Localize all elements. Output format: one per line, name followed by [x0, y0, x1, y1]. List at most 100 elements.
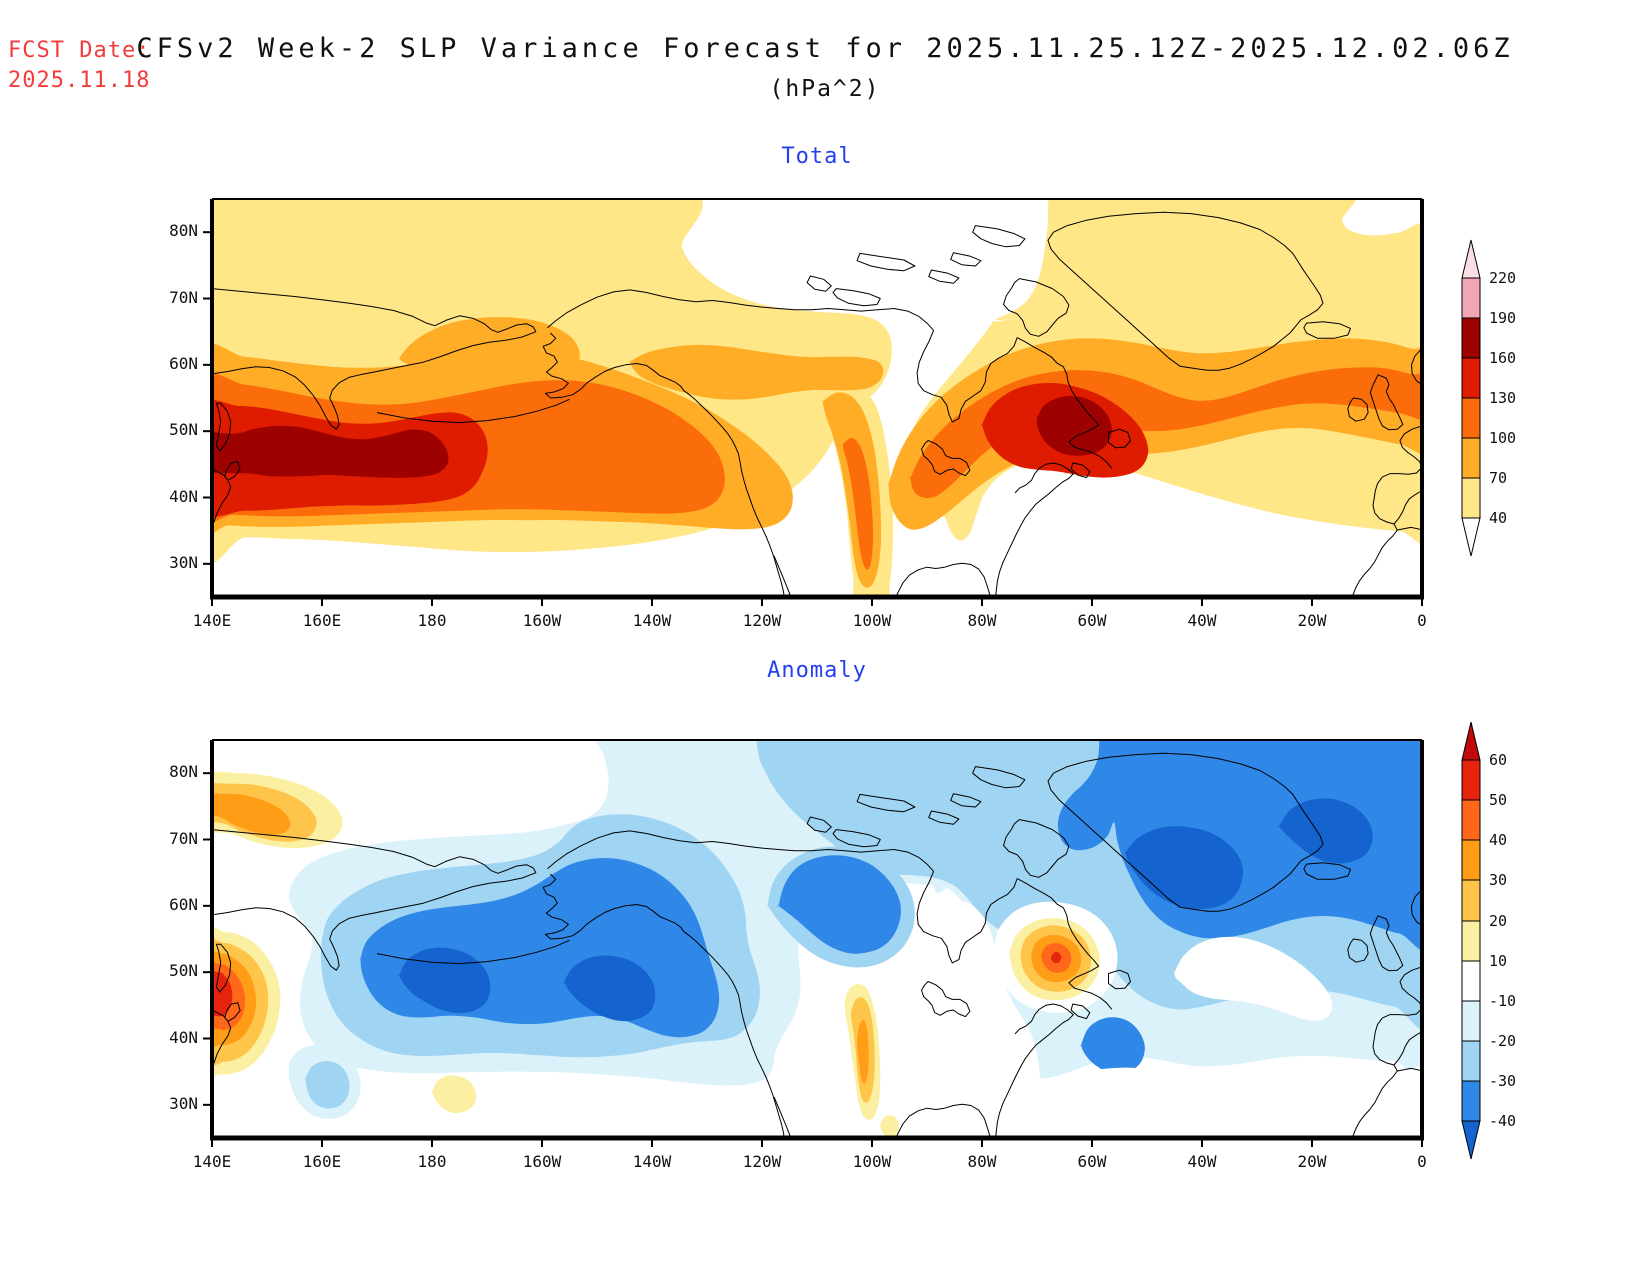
x-tick-label: 40W: [1187, 611, 1217, 630]
contour-region-level-50: [1051, 952, 1062, 964]
page-title: CFSv2 Week-2 SLP Variance Forecast for 2…: [136, 33, 1514, 64]
y-tick-label: 60N: [169, 894, 198, 914]
x-tick-label: 0: [1417, 1152, 1427, 1171]
panel-title-anomaly: Anomaly: [767, 658, 867, 683]
coastlines: [212, 211, 1422, 597]
contour-region-level-70: [628, 344, 884, 400]
anomaly-colorbar: [1461, 721, 1481, 1160]
x-tick-label: 180: [417, 611, 447, 630]
contour-region-level-160: [1036, 395, 1112, 456]
colorbar-segment: [1461, 920, 1481, 962]
colorbar-segment: [1461, 759, 1481, 801]
coastline-path: [1108, 428, 1131, 449]
x-tick-label: 160E: [302, 1152, 342, 1171]
coastline-path: [773, 1096, 792, 1138]
contour-region-level--30: [777, 855, 901, 954]
coastline-path: [950, 793, 982, 808]
colorbar-tick-label: -40: [1489, 1112, 1517, 1130]
colorbar-tick-label: 50: [1489, 791, 1508, 809]
coastline-path: [1108, 969, 1131, 990]
colorbar-segment: [1461, 317, 1481, 359]
x-tick-label: 160W: [522, 611, 562, 630]
coastline-path: [895, 562, 991, 597]
coastline-path: [832, 829, 881, 848]
x-tick-label: 20W: [1297, 1152, 1327, 1171]
forecast-date-label: FCST Date:: [8, 38, 151, 63]
contour-region-level--20: [304, 1060, 350, 1109]
x-tick-label: 120W: [742, 611, 782, 630]
colorbar-top-arrow: [1461, 239, 1481, 279]
coastline-path: [214, 331, 537, 430]
total-colorbar: [1461, 239, 1481, 557]
contour-region-level-halo: [1173, 936, 1333, 1021]
colorbar-segment: [1461, 277, 1481, 319]
coastline-path: [212, 469, 232, 523]
anomaly-map: [212, 740, 1422, 1138]
x-tick-label: 160W: [522, 1152, 562, 1171]
x-tick-label: 140W: [632, 611, 672, 630]
y-tick-label: 60N: [169, 353, 198, 373]
forecast-date-value: 2025.11.18: [8, 68, 151, 93]
colorbar-tick-label: 40: [1489, 509, 1508, 527]
y-tick-label: 70N: [169, 287, 198, 307]
y-tick-label: 70N: [169, 828, 198, 848]
y-tick-label: 40N: [169, 1027, 198, 1047]
coastline-path: [1352, 966, 1422, 1137]
anomaly-map-frame: [203, 739, 1424, 1147]
colorbar-tick-label: 100: [1489, 429, 1517, 447]
contour-region-level--40: [1277, 798, 1373, 864]
x-tick-label: 60W: [1077, 1152, 1107, 1171]
coastline-path: [224, 461, 241, 481]
coastline-path: [856, 793, 916, 813]
contour-region-level--30: [1080, 1017, 1145, 1073]
colorbar-segment: [1461, 437, 1481, 479]
panel-title-total: Total: [781, 144, 853, 169]
coastline-path: [806, 816, 832, 833]
colorbar-tick-label: 60: [1489, 751, 1508, 769]
contour-region-level-40: [995, 199, 1422, 344]
coastline-path: [215, 943, 232, 993]
coastline-path: [1016, 337, 1113, 469]
coastline-path: [995, 462, 1074, 597]
x-tick-label: 0: [1417, 611, 1427, 630]
coastline-path: [1047, 211, 1324, 371]
coastline-path: [1411, 347, 1422, 386]
coastline-path: [928, 269, 960, 284]
coastline-path: [1047, 752, 1324, 912]
coastline-path: [1411, 888, 1422, 927]
y-tick-label: 80N: [169, 762, 198, 782]
colorbar-tick-label: -10: [1489, 992, 1517, 1010]
coastline-path: [916, 871, 1018, 964]
contour-region-level-30: [212, 793, 291, 835]
colorbar-segment: [1461, 1000, 1481, 1042]
coastline-path: [214, 872, 537, 971]
x-tick-label: 40W: [1187, 1152, 1217, 1171]
colorbar-segment: [1461, 397, 1481, 439]
colorbar-tick-label: 40: [1489, 831, 1508, 849]
x-tick-label: 140E: [192, 611, 232, 630]
x-tick-label: 160E: [302, 611, 342, 630]
coastline-path: [1003, 819, 1070, 878]
coastline-path: [547, 289, 934, 331]
y-tick-label: 50N: [169, 961, 198, 981]
contour-region-level-10: [879, 1115, 899, 1138]
y-tick-label: 30N: [169, 552, 198, 572]
coastline-path: [1393, 489, 1422, 525]
colorbar-segment: [1461, 799, 1481, 841]
contour-region-level--30: [1057, 740, 1422, 952]
colorbar-segment: [1461, 1040, 1481, 1082]
total-map: [212, 199, 1422, 597]
coastline-path: [1303, 321, 1351, 339]
colorbar-tick-label: 20: [1489, 912, 1508, 930]
coastline-path: [1393, 1030, 1422, 1066]
coastline-path: [1303, 862, 1351, 880]
coastline-path: [212, 829, 537, 874]
coastline-path: [773, 555, 792, 597]
contour-region-level-70: [398, 317, 580, 383]
coastline-path: [1003, 278, 1070, 337]
page-subtitle: (hPa^2): [769, 76, 881, 102]
colorbar-tick-label: 30: [1489, 871, 1508, 889]
colorbar-segment: [1461, 879, 1481, 922]
x-tick-label: 80W: [967, 1152, 997, 1171]
y-tick-label: 40N: [169, 486, 198, 506]
